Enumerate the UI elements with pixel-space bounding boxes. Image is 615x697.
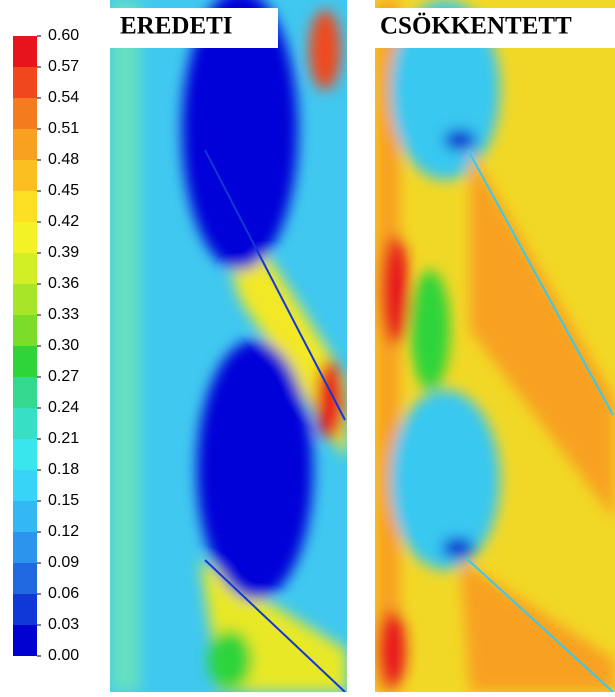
colorbar-band bbox=[13, 315, 37, 346]
colorbar-band bbox=[13, 253, 37, 284]
colorbar-band bbox=[13, 191, 37, 222]
colorbar-label: 0.30 bbox=[48, 337, 79, 354]
colorbar-band bbox=[13, 439, 37, 470]
colorbar-label: 0.27 bbox=[48, 368, 79, 385]
colorbar-label: 0.36 bbox=[48, 275, 79, 292]
colorbar-label: 0.21 bbox=[48, 430, 79, 447]
colorbar-band bbox=[13, 129, 37, 160]
colorbar-band bbox=[13, 594, 37, 625]
colorbar-label: 0.24 bbox=[48, 399, 79, 416]
colorbar-band bbox=[13, 222, 37, 253]
panel-title: EREDETI bbox=[120, 13, 233, 40]
colorbar-label: 0.57 bbox=[48, 58, 79, 75]
colorbar-label: 0.06 bbox=[48, 585, 79, 602]
colorbar-band bbox=[13, 501, 37, 532]
colorbar-label: 0.00 bbox=[48, 647, 79, 664]
colorbar-band bbox=[13, 67, 37, 98]
panel-title: CSÖKKENTETT bbox=[380, 13, 572, 40]
colorbar-label: 0.18 bbox=[48, 461, 79, 478]
colorbar-band bbox=[13, 377, 37, 408]
colorbar-band bbox=[13, 625, 37, 656]
colorbar-band bbox=[13, 346, 37, 377]
colorbar-label: 0.45 bbox=[48, 182, 79, 199]
left-contour bbox=[110, 0, 347, 692]
colorbar-label: 0.15 bbox=[48, 492, 79, 509]
colorbar-label: 0.54 bbox=[48, 89, 79, 106]
colorbar-band bbox=[13, 284, 37, 315]
colorbar-label: 0.51 bbox=[48, 120, 79, 137]
colorbar-band bbox=[13, 532, 37, 563]
colorbar-label: 0.60 bbox=[48, 27, 79, 44]
title-bg bbox=[110, 8, 278, 48]
colorbar-band bbox=[13, 470, 37, 501]
title-bg bbox=[375, 8, 615, 48]
colorbar-label: 0.48 bbox=[48, 151, 79, 168]
colorbar-label: 0.42 bbox=[48, 213, 79, 230]
colorbar-label: 0.09 bbox=[48, 554, 79, 571]
colorbar-band bbox=[13, 36, 37, 67]
colorbar-label: 0.12 bbox=[48, 523, 79, 540]
right-contour bbox=[375, 0, 615, 692]
colorbar-band bbox=[13, 160, 37, 191]
colorbar-label: 0.03 bbox=[48, 616, 79, 633]
colorbar-band bbox=[13, 98, 37, 129]
colorbar-label: 0.33 bbox=[48, 306, 79, 323]
colorbar-band bbox=[13, 563, 37, 594]
colorbar-label: 0.39 bbox=[48, 244, 79, 261]
colorbar-band bbox=[13, 408, 37, 439]
